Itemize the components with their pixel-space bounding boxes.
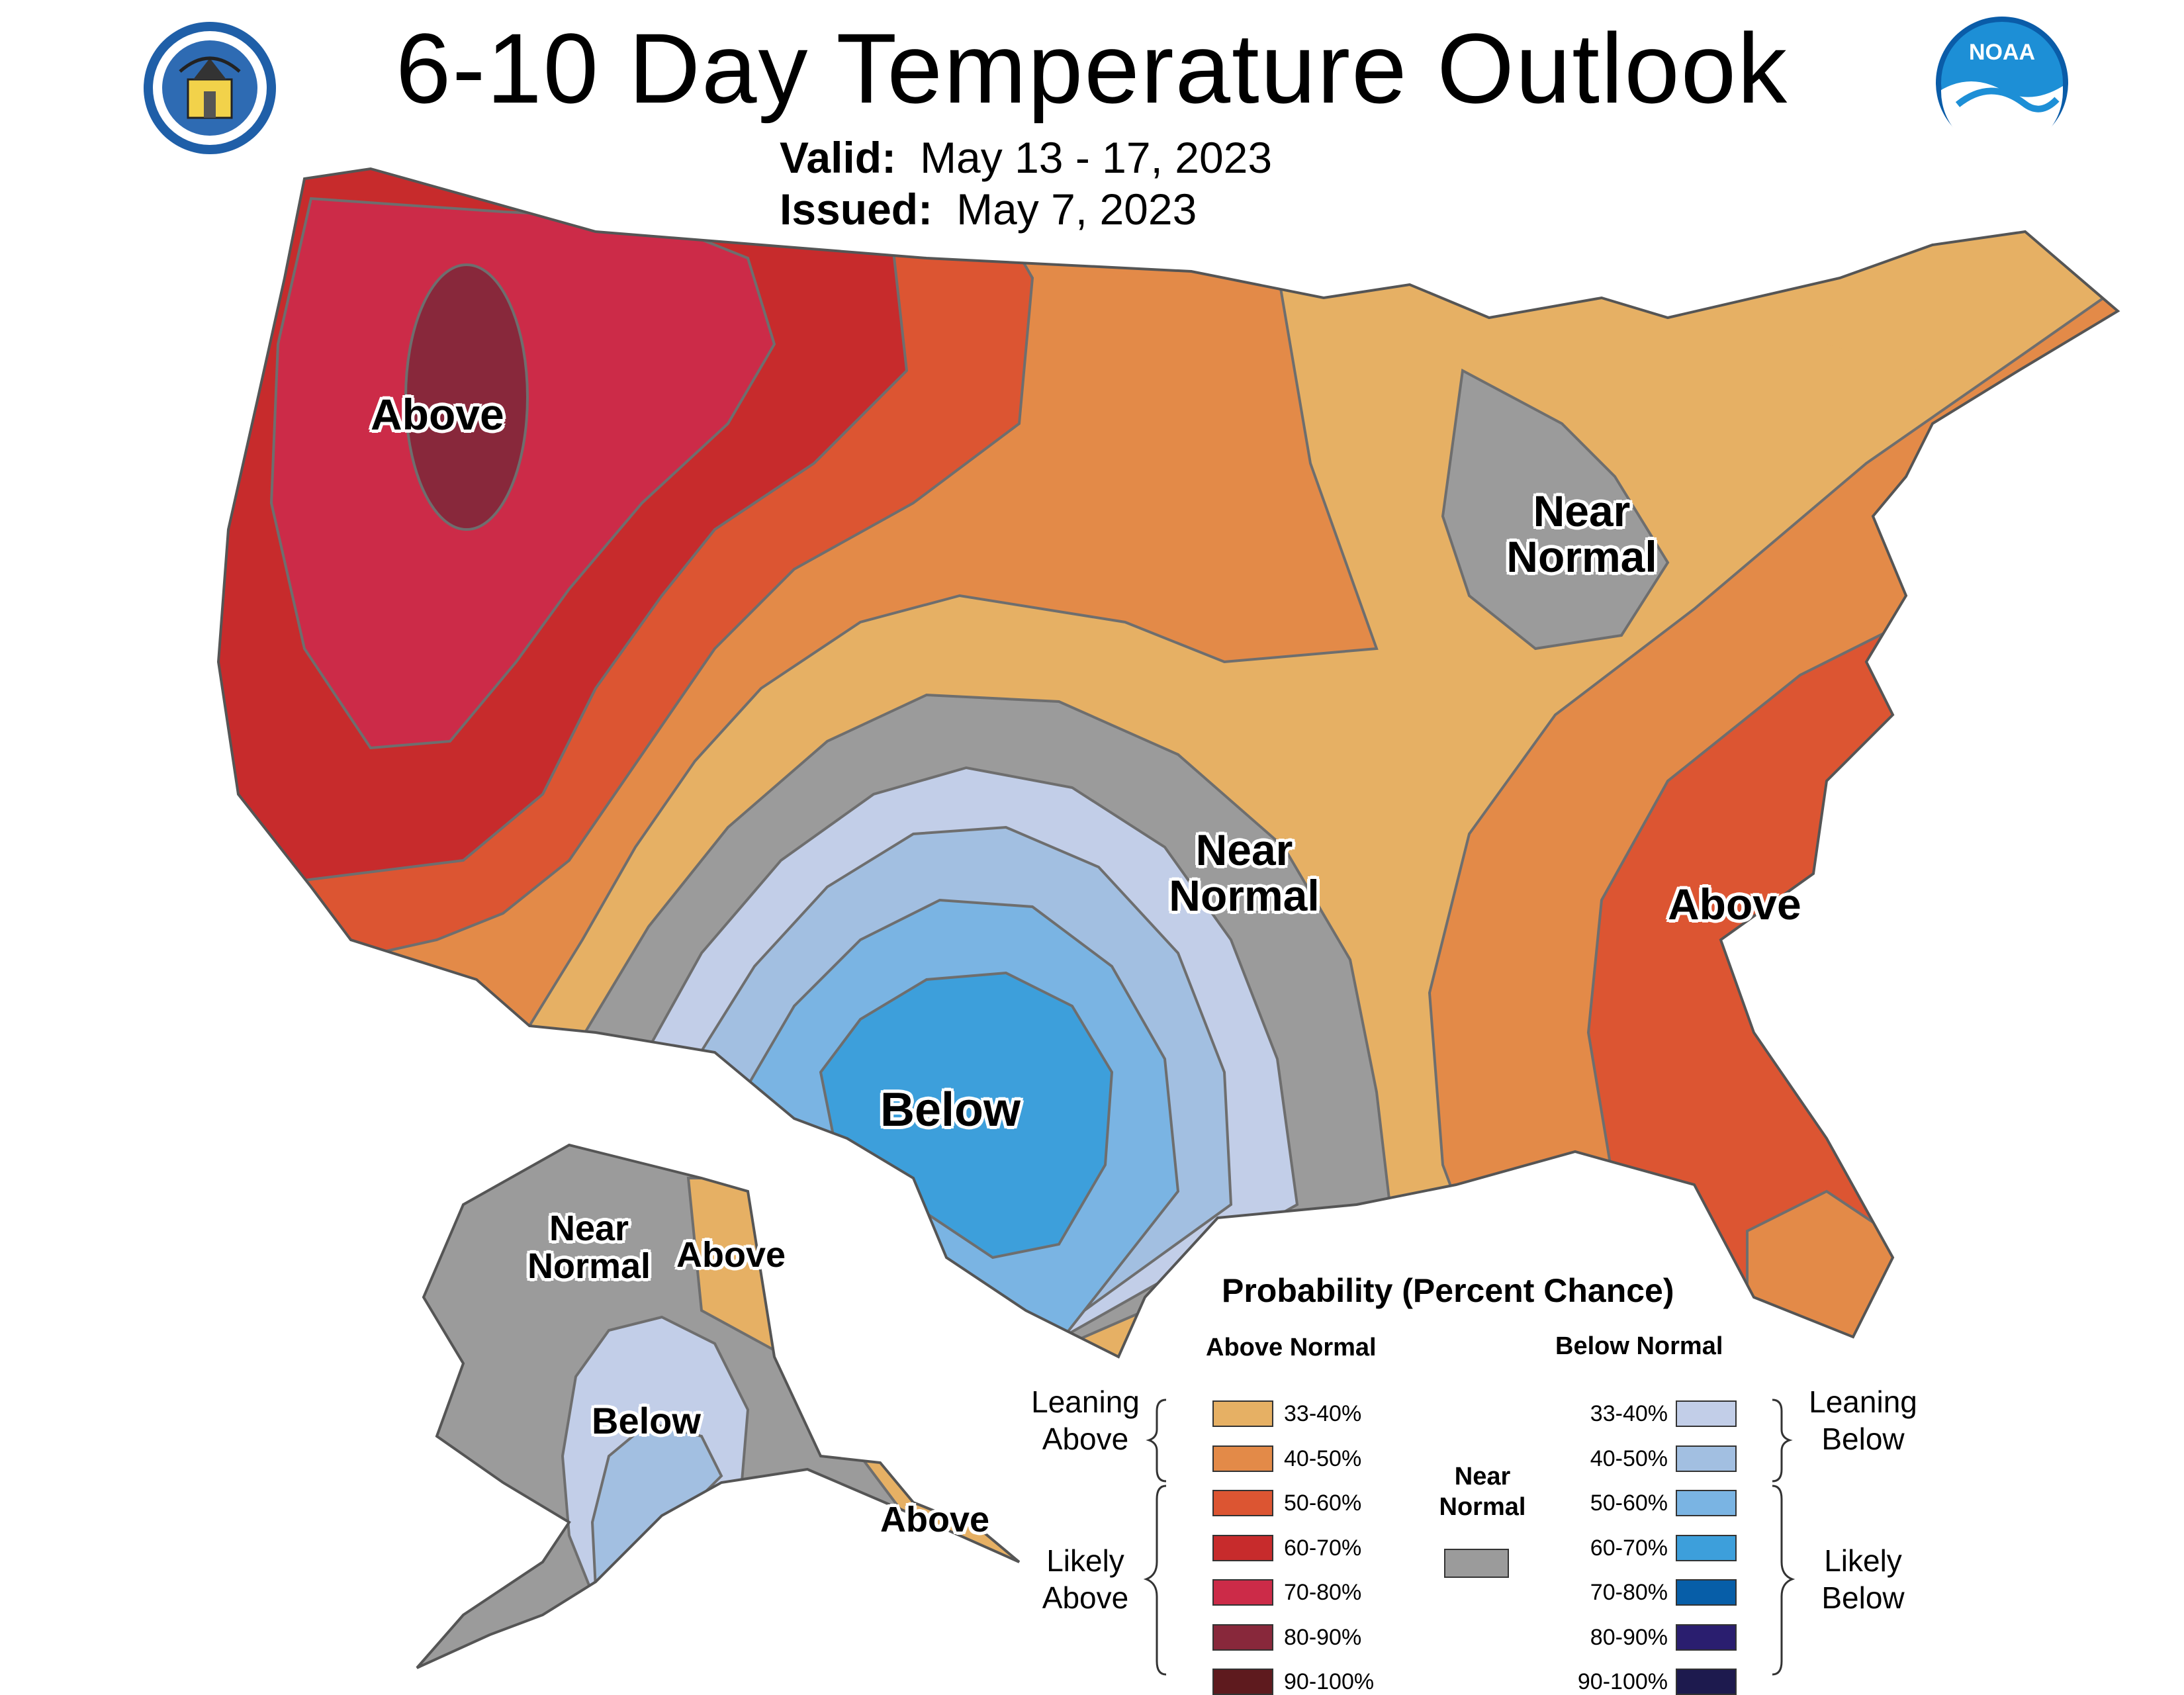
- commerce-seal-icon: [144, 22, 276, 154]
- label-texas-below: Below: [880, 1083, 1021, 1136]
- legend-leaning-below: Leaning Below: [1809, 1385, 1917, 1456]
- legend-near-normal-swatch: [1444, 1549, 1509, 1578]
- legend-above-range-label: 33-40%: [1284, 1401, 1362, 1426]
- label-alaska-east-above: Above: [676, 1235, 786, 1275]
- label-alaska-below: Below: [592, 1400, 701, 1442]
- legend-above-range-label: 60-70%: [1284, 1535, 1362, 1561]
- valid-dates: Valid: May 13 - 17, 2023: [780, 132, 1272, 183]
- conus-outline: [216, 167, 2120, 1359]
- legend-below-range-label: 60-70%: [1590, 1535, 1668, 1561]
- legend-above-heading: Above Normal: [1206, 1334, 1377, 1361]
- issued-value: May 7, 2023: [956, 185, 1197, 234]
- legend-likely-below: Likely Below: [1821, 1543, 1905, 1615]
- legend-below-heading: Below Normal: [1555, 1332, 1723, 1360]
- page-title: 6-10 Day Temperature Outlook: [395, 13, 1789, 124]
- legend-above-range-label: 70-80%: [1284, 1580, 1362, 1605]
- noaa-logo-icon: NOAA: [1936, 17, 2068, 152]
- legend-below-swatch: [1676, 1445, 1737, 1472]
- legend-below-range-label: 50-60%: [1590, 1490, 1668, 1516]
- legend-above-swatch: [1212, 1669, 1273, 1695]
- legend-title: Probability (Percent Chance): [1222, 1272, 1674, 1309]
- legend-above-swatch: [1212, 1400, 1273, 1427]
- label-great-lakes-near-normal: Near Normal: [1506, 486, 1657, 582]
- issued-label: Issued:: [780, 185, 933, 234]
- valid-value: May 13 - 17, 2023: [920, 133, 1273, 182]
- legend-above-range-label: 50-60%: [1284, 1490, 1362, 1516]
- legend-below-swatch: [1676, 1400, 1737, 1427]
- legend-above-range-label: 90-100%: [1284, 1669, 1375, 1694]
- legend-below-range-label: 40-50%: [1590, 1445, 1668, 1471]
- legend-below-swatch: [1676, 1579, 1737, 1606]
- legend-below-range-label: 33-40%: [1590, 1401, 1668, 1426]
- legend-above-range-label: 40-50%: [1284, 1445, 1362, 1471]
- legend: Probability (Percent Chance) Above Norma…: [993, 1271, 2184, 1695]
- legend-above-range-label: 80-90%: [1284, 1624, 1362, 1650]
- label-alaska-near-normal: Near Normal: [527, 1209, 651, 1286]
- legend-near-normal-heading: Near Normal: [1439, 1463, 1526, 1521]
- legend-likely-above: Likely Above: [1042, 1543, 1129, 1615]
- label-southeast-above: Above: [1668, 880, 1801, 929]
- label-alaska-panhandle-above: Above: [880, 1500, 990, 1539]
- legend-below-swatch: [1676, 1490, 1737, 1516]
- issued-date: Issued: May 7, 2023: [780, 184, 1197, 234]
- legend-below-swatch: [1676, 1534, 1737, 1561]
- legend-leaning-above: Leaning Above: [1031, 1385, 1140, 1456]
- legend-above-swatch: [1212, 1579, 1273, 1606]
- legend-below-range-label: 90-100%: [1577, 1669, 1668, 1694]
- label-plains-near-normal: Near Normal: [1169, 825, 1320, 921]
- legend-above-swatch: [1212, 1445, 1273, 1472]
- legend-above-swatch: [1212, 1534, 1273, 1561]
- legend-brackets: [1143, 1398, 1796, 1676]
- label-west-above: Above: [371, 390, 504, 439]
- legend-below-swatch: [1676, 1624, 1737, 1651]
- noaa-text: NOAA: [1969, 40, 2035, 65]
- legend-above-swatch: [1212, 1490, 1273, 1516]
- legend-below-swatch: [1676, 1669, 1737, 1695]
- legend-below-range-label: 70-80%: [1590, 1580, 1668, 1605]
- legend-below-range-label: 80-90%: [1590, 1624, 1668, 1650]
- alaska-outline: [416, 1143, 1021, 1669]
- valid-label: Valid:: [780, 133, 897, 182]
- legend-above-swatch: [1212, 1624, 1273, 1651]
